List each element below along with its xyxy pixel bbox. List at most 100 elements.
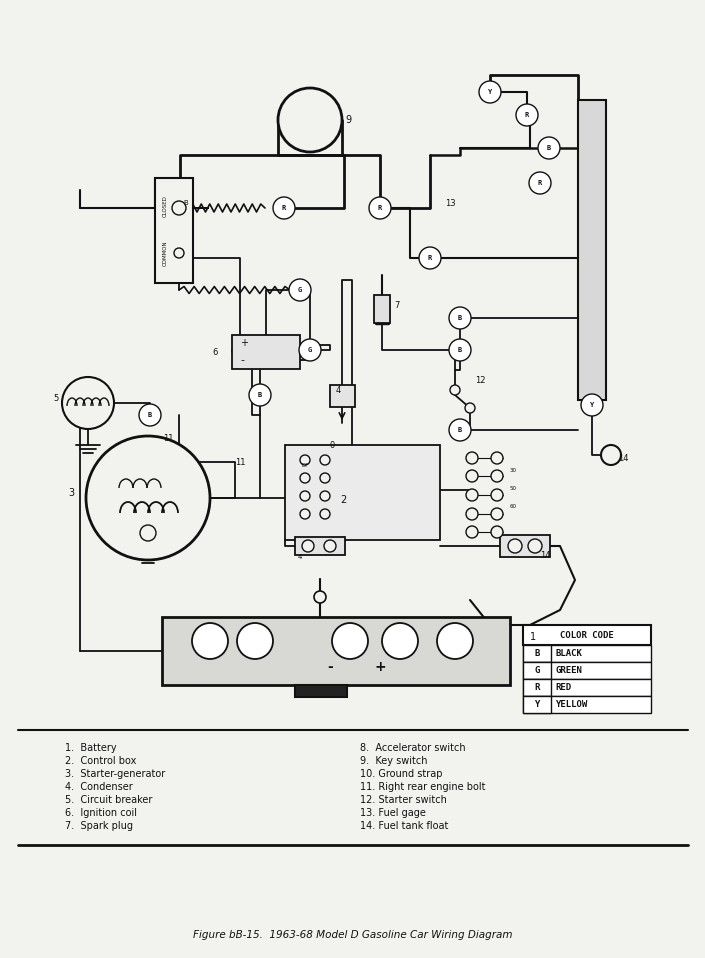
Circle shape bbox=[249, 384, 271, 406]
Text: 11: 11 bbox=[235, 458, 245, 467]
Text: COLOR CODE: COLOR CODE bbox=[560, 630, 614, 640]
Circle shape bbox=[466, 508, 478, 520]
Bar bbox=[523, 625, 651, 645]
Bar bbox=[285, 445, 440, 540]
Circle shape bbox=[479, 81, 501, 103]
Circle shape bbox=[466, 470, 478, 482]
Text: 12: 12 bbox=[475, 376, 486, 384]
Text: 6.  Ignition coil: 6. Ignition coil bbox=[65, 808, 137, 818]
Circle shape bbox=[466, 452, 478, 464]
Text: RED: RED bbox=[555, 683, 571, 692]
Circle shape bbox=[538, 137, 560, 159]
Text: 1: 1 bbox=[530, 632, 536, 642]
Text: -: - bbox=[240, 355, 244, 365]
Text: 12. Starter switch: 12. Starter switch bbox=[360, 795, 447, 805]
Bar bbox=[232, 335, 300, 369]
Text: YELLOW: YELLOW bbox=[555, 700, 587, 709]
Text: 60: 60 bbox=[510, 504, 517, 509]
Circle shape bbox=[369, 197, 391, 219]
Text: 14: 14 bbox=[618, 453, 628, 463]
Text: B: B bbox=[458, 427, 462, 433]
Circle shape bbox=[320, 473, 330, 483]
Circle shape bbox=[491, 470, 503, 482]
Text: G: G bbox=[308, 347, 312, 353]
Text: 9: 9 bbox=[345, 115, 351, 125]
Bar bbox=[523, 645, 551, 662]
Circle shape bbox=[300, 473, 310, 483]
Text: 4: 4 bbox=[298, 554, 302, 560]
Circle shape bbox=[528, 539, 542, 553]
Text: Y: Y bbox=[488, 89, 492, 95]
Bar bbox=[578, 100, 606, 400]
Text: COMMON: COMMON bbox=[163, 240, 168, 265]
Text: R: R bbox=[378, 205, 382, 211]
Text: 13: 13 bbox=[445, 198, 455, 208]
Circle shape bbox=[273, 197, 295, 219]
Circle shape bbox=[300, 455, 310, 465]
Text: GREEN: GREEN bbox=[555, 666, 582, 675]
Bar bbox=[523, 679, 651, 696]
Text: 3.  Starter-generator: 3. Starter-generator bbox=[65, 769, 165, 779]
Circle shape bbox=[450, 385, 460, 395]
Circle shape bbox=[237, 623, 273, 659]
Text: 14: 14 bbox=[540, 551, 551, 559]
Bar bbox=[500, 535, 550, 557]
Text: BLACK: BLACK bbox=[555, 649, 582, 658]
Text: 2.  Control box: 2. Control box bbox=[65, 756, 136, 766]
Circle shape bbox=[324, 540, 336, 552]
Circle shape bbox=[140, 525, 156, 541]
Circle shape bbox=[278, 88, 342, 152]
Text: Figure bB-15.  1963-68 Model D Gasoline Car Wiring Diagram: Figure bB-15. 1963-68 Model D Gasoline C… bbox=[192, 930, 513, 940]
Circle shape bbox=[139, 404, 161, 426]
Circle shape bbox=[62, 377, 114, 429]
Text: 4.  Condenser: 4. Condenser bbox=[65, 782, 133, 792]
Text: 1.  Battery: 1. Battery bbox=[65, 743, 116, 753]
Circle shape bbox=[302, 540, 314, 552]
Circle shape bbox=[382, 623, 418, 659]
Circle shape bbox=[581, 394, 603, 416]
Text: CLOSED: CLOSED bbox=[163, 195, 168, 217]
Text: 11: 11 bbox=[163, 434, 173, 443]
Circle shape bbox=[491, 452, 503, 464]
Circle shape bbox=[491, 526, 503, 538]
Text: 3: 3 bbox=[68, 488, 74, 498]
Text: 2: 2 bbox=[340, 495, 346, 505]
Circle shape bbox=[449, 339, 471, 361]
Bar bbox=[523, 645, 651, 662]
Circle shape bbox=[320, 509, 330, 519]
Bar bbox=[523, 662, 551, 679]
Bar bbox=[162, 617, 510, 685]
Bar bbox=[523, 679, 551, 696]
Circle shape bbox=[172, 201, 186, 215]
Text: 7.  Spark plug: 7. Spark plug bbox=[65, 821, 133, 831]
Bar bbox=[295, 685, 347, 697]
Circle shape bbox=[314, 591, 326, 603]
Text: 7: 7 bbox=[394, 301, 399, 309]
Text: 10. Ground strap: 10. Ground strap bbox=[360, 769, 443, 779]
Circle shape bbox=[174, 248, 184, 258]
Text: R: R bbox=[534, 683, 540, 692]
Bar bbox=[374, 295, 390, 323]
Text: Y: Y bbox=[590, 402, 594, 408]
Text: 8.  Accelerator switch: 8. Accelerator switch bbox=[360, 743, 465, 753]
Text: 4: 4 bbox=[336, 385, 341, 395]
Circle shape bbox=[299, 339, 321, 361]
Circle shape bbox=[192, 623, 228, 659]
Text: 11. Right rear engine bolt: 11. Right rear engine bolt bbox=[360, 782, 486, 792]
Text: 0: 0 bbox=[330, 441, 336, 449]
Circle shape bbox=[86, 436, 210, 560]
Text: DF: DF bbox=[301, 463, 309, 468]
Text: R: R bbox=[525, 112, 529, 118]
Circle shape bbox=[320, 455, 330, 465]
Text: R: R bbox=[282, 205, 286, 211]
Bar bbox=[523, 696, 551, 713]
Text: B: B bbox=[458, 347, 462, 353]
Circle shape bbox=[320, 491, 330, 501]
Circle shape bbox=[601, 445, 621, 465]
Bar bbox=[523, 696, 651, 713]
Circle shape bbox=[465, 403, 475, 413]
Text: 13. Fuel gage: 13. Fuel gage bbox=[360, 808, 426, 818]
Circle shape bbox=[332, 623, 368, 659]
Bar bbox=[523, 662, 651, 679]
Text: R: R bbox=[538, 180, 542, 186]
